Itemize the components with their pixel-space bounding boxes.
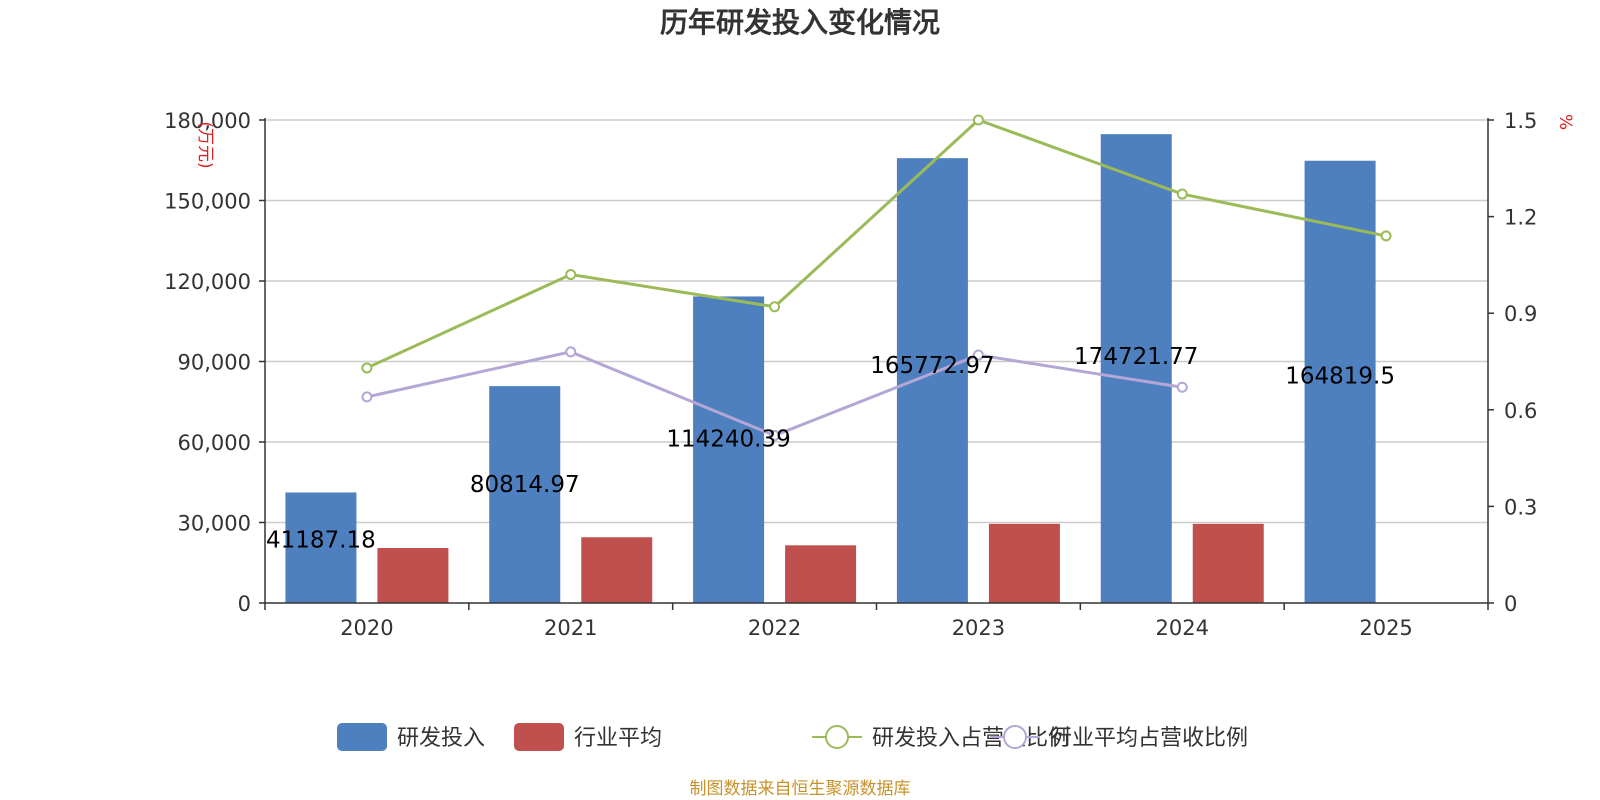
- line-point: [972, 114, 984, 126]
- line-point: [972, 349, 984, 361]
- bar-data-label: 41187.18: [266, 527, 376, 553]
- x-tick-label: 2025: [1359, 616, 1412, 640]
- source-note: 制图数据来自恒生聚源数据库: [690, 779, 911, 799]
- lines: [361, 114, 1392, 442]
- line-point: [565, 346, 577, 358]
- line-point: [361, 362, 373, 374]
- legend-label: 研发投入: [397, 726, 485, 751]
- x-tick-label: 2023: [952, 616, 1005, 640]
- bar-data-label: 80814.97: [470, 472, 580, 498]
- line-point: [1176, 381, 1188, 393]
- legend-label: 行业平均占营收比例: [1050, 726, 1248, 751]
- bar-data-label: 114240.39: [666, 426, 790, 452]
- right-tick-label: 0: [1504, 592, 1517, 616]
- line-point: [565, 269, 577, 281]
- x-tick-label: 2024: [1156, 616, 1209, 640]
- right-axis-unit: %: [1555, 114, 1575, 130]
- left-tick-label: 180,000: [164, 109, 251, 133]
- legend-swatch: [514, 723, 564, 751]
- line-point: [1380, 230, 1392, 242]
- x-tick-label: 2021: [544, 616, 597, 640]
- bar: [285, 492, 357, 603]
- legend-marker: [825, 725, 849, 749]
- left-tick-label: 0: [238, 592, 251, 616]
- bar: [988, 523, 1060, 603]
- bar: [693, 296, 765, 603]
- bar: [1304, 160, 1376, 603]
- series-line: [366, 350, 1183, 438]
- line-point: [1176, 188, 1188, 200]
- series-line: [366, 118, 1387, 370]
- right-tick-label: 0.6: [1504, 399, 1537, 423]
- legend-label: 研发投入占营收比例: [872, 726, 1070, 751]
- legend-marker: [1003, 725, 1027, 749]
- bar: [785, 545, 857, 603]
- legend-label: 行业平均: [574, 726, 662, 751]
- left-axis-unit: (万元): [195, 121, 215, 168]
- bar: [1192, 523, 1264, 603]
- line-point: [361, 391, 373, 403]
- data-labels: 41187.18 80814.97 114240.39 165772.97 174721…: [266, 344, 1395, 553]
- line-point: [769, 301, 781, 313]
- axes: 0 30,000 60,000 90,000 120,000 150,000 180,000…: [164, 109, 1537, 640]
- legend-swatch: [337, 723, 387, 751]
- bar-data-label: 165772.97: [870, 353, 994, 379]
- bar: [377, 547, 449, 603]
- left-tick-label: 60,000: [178, 431, 251, 455]
- chart-title: 历年研发投入变化情况: [660, 6, 940, 39]
- right-tick-label: 1.2: [1504, 206, 1537, 230]
- left-tick-label: 120,000: [164, 270, 251, 294]
- left-tick-label: 150,000: [164, 190, 251, 214]
- bar: [1100, 134, 1172, 603]
- bar: [896, 158, 968, 604]
- bar-data-label: 174721.77: [1074, 344, 1198, 370]
- x-tick-label: 2020: [340, 616, 393, 640]
- bar-data-label: 164819.5: [1285, 364, 1395, 390]
- right-tick-label: 0.3: [1504, 495, 1537, 519]
- bar: [581, 537, 653, 603]
- line-point: [769, 430, 781, 442]
- bars: [285, 134, 1376, 604]
- bar: [489, 386, 561, 603]
- left-tick-label: 90,000: [178, 351, 251, 375]
- right-tick-label: 1.5: [1504, 109, 1537, 133]
- right-tick-label: 0.9: [1504, 302, 1537, 326]
- left-tick-label: 30,000: [178, 512, 251, 536]
- gridlines: [265, 119, 1488, 524]
- x-tick-label: 2022: [748, 616, 801, 640]
